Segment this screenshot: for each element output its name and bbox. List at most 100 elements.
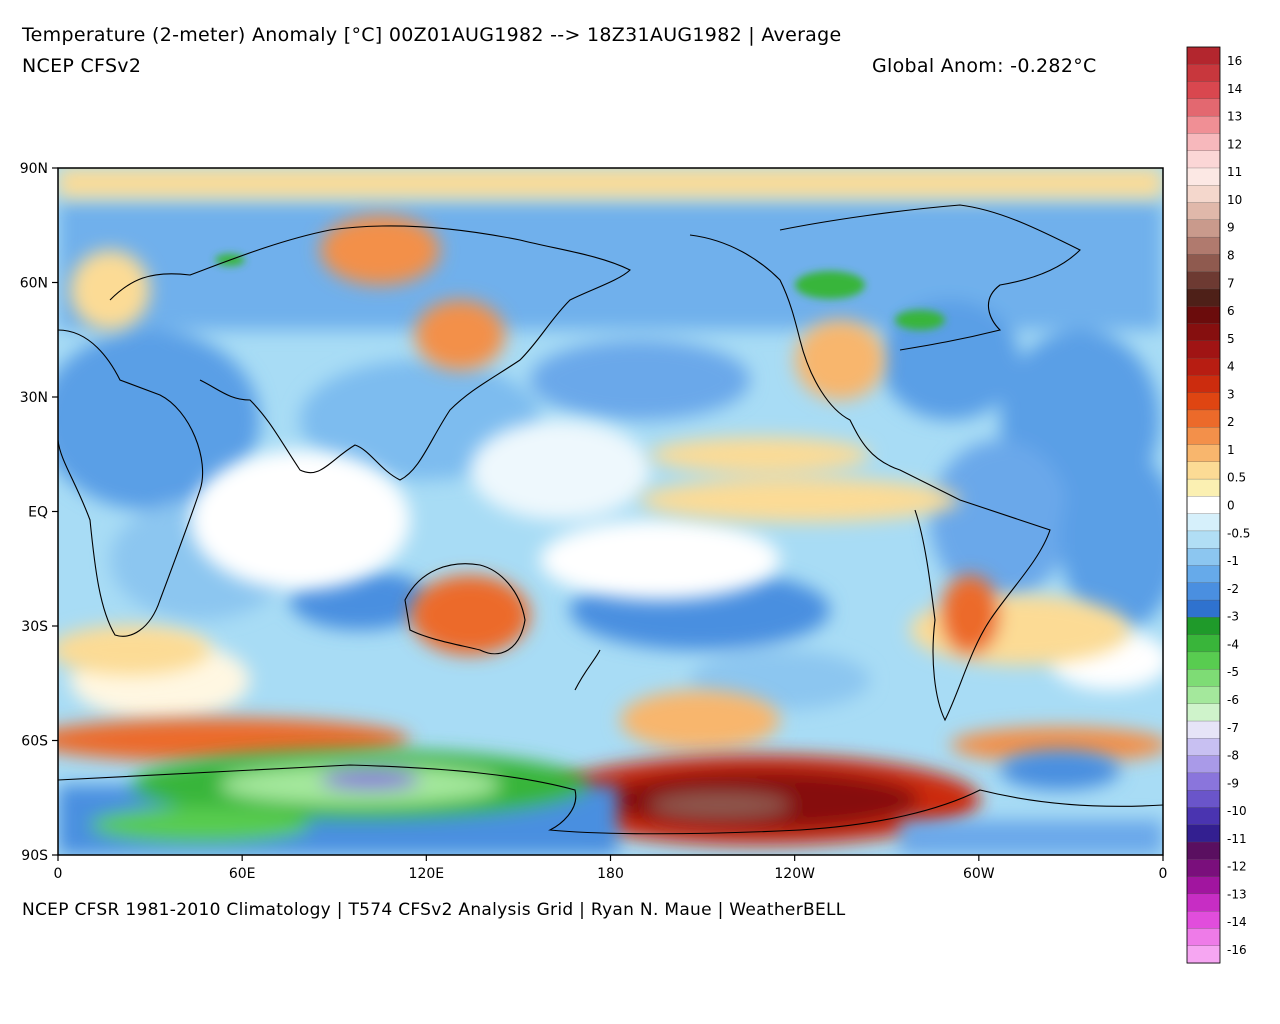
colorbar-swatch (1186, 236, 1221, 255)
colorbar-swatch (1186, 755, 1221, 774)
colorbar-swatch (1186, 669, 1221, 688)
colorbar-swatch (1186, 703, 1221, 722)
colorbar-label: 3 (1227, 387, 1235, 401)
colorbar-swatch (1186, 427, 1221, 446)
colorbar-label: -6 (1227, 693, 1239, 707)
colorbar-swatch (1186, 219, 1221, 238)
colorbar-swatch (1186, 461, 1221, 480)
lat-label: 30S (21, 619, 48, 635)
colorbar-label: -11 (1227, 832, 1247, 846)
colorbar-swatch (1186, 720, 1221, 739)
colorbar-label: -14 (1227, 915, 1247, 929)
colorbar-frame (1186, 46, 1221, 964)
colorbar-swatch (1186, 530, 1221, 549)
colorbar-swatch (1186, 686, 1221, 705)
colorbar-swatch (1186, 115, 1221, 134)
colorbar-swatch (1186, 807, 1221, 826)
colorbar-swatch (1186, 893, 1221, 912)
colorbar-swatch (1186, 859, 1221, 878)
lat-label: 60N (20, 276, 48, 292)
colorbar-label: 2 (1227, 415, 1235, 429)
colorbar-swatch (1186, 64, 1221, 83)
colorbar-label: 13 (1227, 110, 1242, 124)
lon-label: 0 (54, 866, 63, 882)
colorbar-swatch (1186, 513, 1221, 532)
colorbar-swatch (1186, 841, 1221, 860)
global-anomaly: Global Anom: -0.282°C (872, 55, 1097, 77)
colorbar-label: -8 (1227, 749, 1239, 763)
colorbar-label: 16 (1227, 54, 1242, 68)
colorbar-label: -10 (1227, 804, 1247, 818)
colorbar-label: 0.5 (1227, 471, 1246, 485)
colorbar-label: -7 (1227, 721, 1239, 735)
colorbar-swatch (1186, 340, 1221, 359)
colorbar-swatch (1186, 444, 1221, 463)
lat-label: 60S (21, 734, 48, 750)
lon-label: 120E (409, 866, 445, 882)
lat-label: EQ (28, 505, 48, 521)
colorbar-swatch (1186, 824, 1221, 843)
lon-label: 120W (774, 866, 815, 882)
colorbar-swatch (1186, 409, 1221, 428)
colorbar-swatch (1186, 496, 1221, 515)
colorbar-label: -12 (1227, 860, 1247, 874)
anomaly-field (58, 168, 1163, 855)
colorbar-swatch (1186, 288, 1221, 307)
colorbar-swatch (1186, 392, 1221, 411)
colorbar-label: -3 (1227, 610, 1239, 624)
colorbar-label: -0.5 (1227, 526, 1250, 540)
colorbar: 16 14 13 12 11 10 9 8 7 6 5 4 3 2 1 0.5 0 -0.5 -1 -2 -3 -4 -5 -… (1186, 46, 1250, 964)
colorbar-label: 14 (1227, 82, 1242, 96)
colorbar-label: 6 (1227, 304, 1235, 318)
colorbar-label: -13 (1227, 887, 1247, 901)
lon-label: 0 (1159, 866, 1168, 882)
colorbar-swatch (1186, 357, 1221, 376)
colorbar-swatch (1186, 306, 1221, 325)
colorbar-swatch (1186, 254, 1221, 273)
colorbar-label: -16 (1227, 943, 1247, 957)
lat-label: 30N (20, 390, 48, 406)
colorbar-swatch (1186, 202, 1221, 221)
colorbar-swatch (1186, 81, 1221, 100)
colorbar-swatch (1186, 323, 1221, 342)
colorbar-label: 9 (1227, 221, 1235, 235)
colorbar-swatch (1186, 651, 1221, 670)
colorbar-swatch (1186, 565, 1221, 584)
axis-ticks: 90N 60N 30N EQ 30S 60S 90S 0 60E 120E 180 120W 60W 0 (20, 161, 1168, 882)
colorbar-swatch (1186, 98, 1221, 117)
lat-label: 90N (20, 161, 48, 177)
colorbar-swatch (1186, 133, 1221, 152)
colorbar-label: 1 (1227, 443, 1235, 457)
colorbar-swatch (1186, 185, 1221, 204)
colorbar-swatch (1186, 738, 1221, 757)
colorbar-swatch (1186, 375, 1221, 394)
colorbar-swatch (1186, 271, 1221, 290)
colorbar-swatch (1186, 167, 1221, 186)
lon-label: 180 (597, 866, 624, 882)
colorbar-swatch (1186, 790, 1221, 809)
colorbar-swatch (1186, 46, 1221, 65)
colorbar-label: 8 (1227, 248, 1235, 262)
colorbar-swatch (1186, 772, 1221, 791)
model-name: NCEP CFSv2 (22, 55, 142, 77)
coastlines (58, 204, 1163, 835)
colorbar-label: 10 (1227, 193, 1242, 207)
colorbar-swatch (1186, 911, 1221, 929)
colorbar-label: 4 (1227, 360, 1235, 374)
lon-label: 60E (229, 866, 256, 882)
footer-credit: NCEP CFSR 1981-2010 Climatology | T574 C… (22, 900, 846, 920)
colorbar-swatch (1186, 582, 1221, 601)
colorbar-swatch (1186, 548, 1221, 567)
colorbar-swatch (1186, 478, 1221, 497)
colorbar-swatch (1186, 634, 1221, 653)
colorbar-swatch (1186, 876, 1221, 895)
colorbar-swatch (1186, 150, 1221, 169)
colorbar-label: -2 (1227, 582, 1239, 596)
colorbar-label: 0 (1227, 499, 1235, 513)
colorbar-swatch (1186, 599, 1221, 618)
colorbar-label: -4 (1227, 637, 1239, 651)
colorbar-label: -5 (1227, 665, 1239, 679)
lat-label: 90S (21, 848, 48, 864)
colorbar-label: 7 (1227, 276, 1235, 290)
colorbar-swatch (1186, 945, 1221, 964)
